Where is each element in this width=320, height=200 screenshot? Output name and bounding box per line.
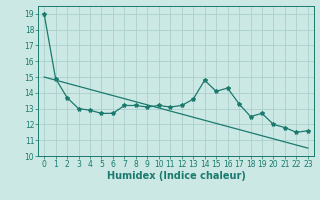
X-axis label: Humidex (Indice chaleur): Humidex (Indice chaleur): [107, 171, 245, 181]
